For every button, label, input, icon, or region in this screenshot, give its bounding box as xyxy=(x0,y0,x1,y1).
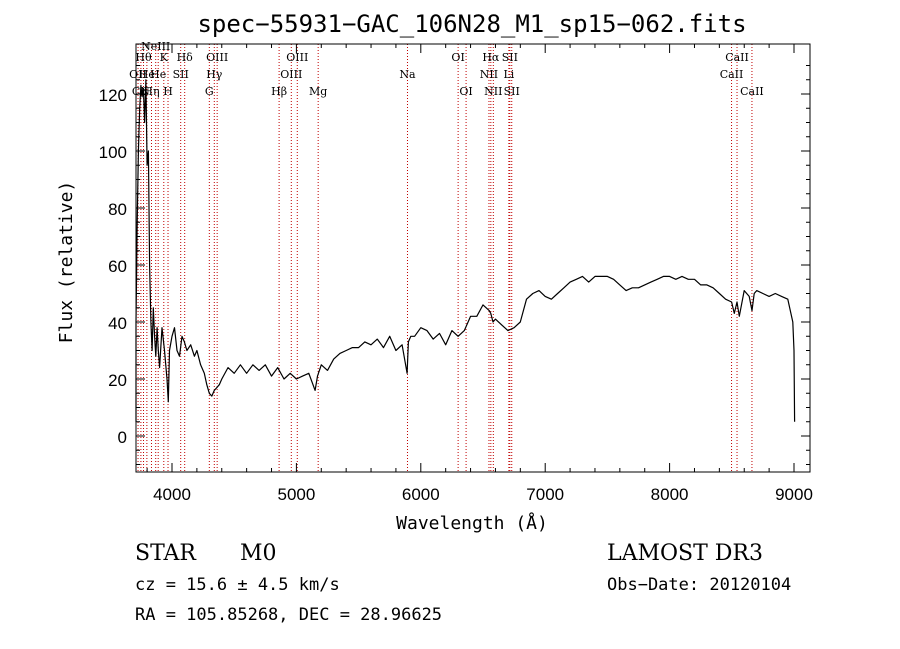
y-tick-label: 20 xyxy=(108,371,127,390)
line-marker-label: SII xyxy=(173,68,189,81)
chart-title: spec−55931−GAC_106N28_M1_sp15−062.fits xyxy=(197,10,746,38)
line-marker-label: OIII xyxy=(206,51,228,64)
line-marker-label: Mg xyxy=(309,85,327,98)
axis-ticks xyxy=(136,44,810,472)
y-axis-label: Flux (relative) xyxy=(56,181,77,344)
line-marker-label: OI xyxy=(459,85,472,98)
line-marker-label: CaII xyxy=(740,85,764,98)
x-tick-label: 5000 xyxy=(277,485,315,504)
line-marker-label: He xyxy=(150,68,166,81)
x-tick-label: 6000 xyxy=(402,485,440,504)
y-tick-label: 120 xyxy=(99,86,127,105)
line-marker-label: Hβ xyxy=(271,85,287,98)
y-tick-label: 80 xyxy=(108,200,127,219)
y-tick-label: 40 xyxy=(108,314,127,333)
line-marker-label: NeIII xyxy=(141,40,170,53)
x-tick-label: 9000 xyxy=(775,485,813,504)
y-tick-label: 100 xyxy=(99,143,127,162)
plot-frame xyxy=(135,43,811,473)
y-tick-label: 0 xyxy=(118,428,127,447)
line-marker-labels: OIICNHθHeHηNeIIIHeKHSIIHδGHγOIIIHβOIIIOI… xyxy=(129,40,764,98)
object-subclass: M0 xyxy=(240,541,277,566)
line-marker-label: OIII xyxy=(280,68,302,81)
spectrum-line xyxy=(135,79,796,422)
line-marker-label: OII xyxy=(129,68,147,81)
line-marker-label: Hη xyxy=(143,85,159,98)
x-tick-label: 8000 xyxy=(651,485,689,504)
line-markers xyxy=(137,44,753,472)
line-marker-label: K xyxy=(160,51,169,64)
axis-tick-labels: 4000 5000 6000 7000 8000 9000 0 20 40 60 80 100 120 xyxy=(99,86,813,504)
line-marker-label: SII xyxy=(504,85,520,98)
line-marker-label: NII xyxy=(480,68,498,81)
line-marker-label: OIII xyxy=(286,51,308,64)
line-marker-label: CaII xyxy=(725,51,749,64)
x-axis-label: Wavelength (Å) xyxy=(396,512,548,534)
line-marker-label: Hδ xyxy=(177,51,194,64)
line-marker-label: Hα xyxy=(482,51,500,64)
line-marker-label: CaII xyxy=(720,68,744,81)
line-marker-label: Na xyxy=(399,68,416,81)
line-marker-label: Hθ xyxy=(135,51,152,64)
observation-date: Obs−Date: 20120104 xyxy=(607,575,791,595)
object-class: STAR xyxy=(135,541,197,566)
survey-name: LAMOST DR3 xyxy=(607,541,763,566)
line-marker-label: Hγ xyxy=(206,68,223,81)
line-marker-label: NII xyxy=(484,85,502,98)
line-marker-label: G xyxy=(205,85,214,98)
line-marker-label: He xyxy=(139,68,155,81)
redshift-cz: cz = 15.6 ± 4.5 km/s xyxy=(135,575,340,595)
spectrum-series xyxy=(135,79,796,422)
x-tick-label: 4000 xyxy=(153,485,191,504)
line-marker-label: SII xyxy=(502,51,518,64)
line-marker-label: Li xyxy=(503,68,514,81)
line-marker-label: OI xyxy=(451,51,464,64)
y-tick-label: 60 xyxy=(108,257,127,276)
x-tick-label: 7000 xyxy=(526,485,564,504)
line-marker-label: H xyxy=(163,85,173,98)
coordinates: RA = 105.85268, DEC = 28.96625 xyxy=(135,605,442,625)
